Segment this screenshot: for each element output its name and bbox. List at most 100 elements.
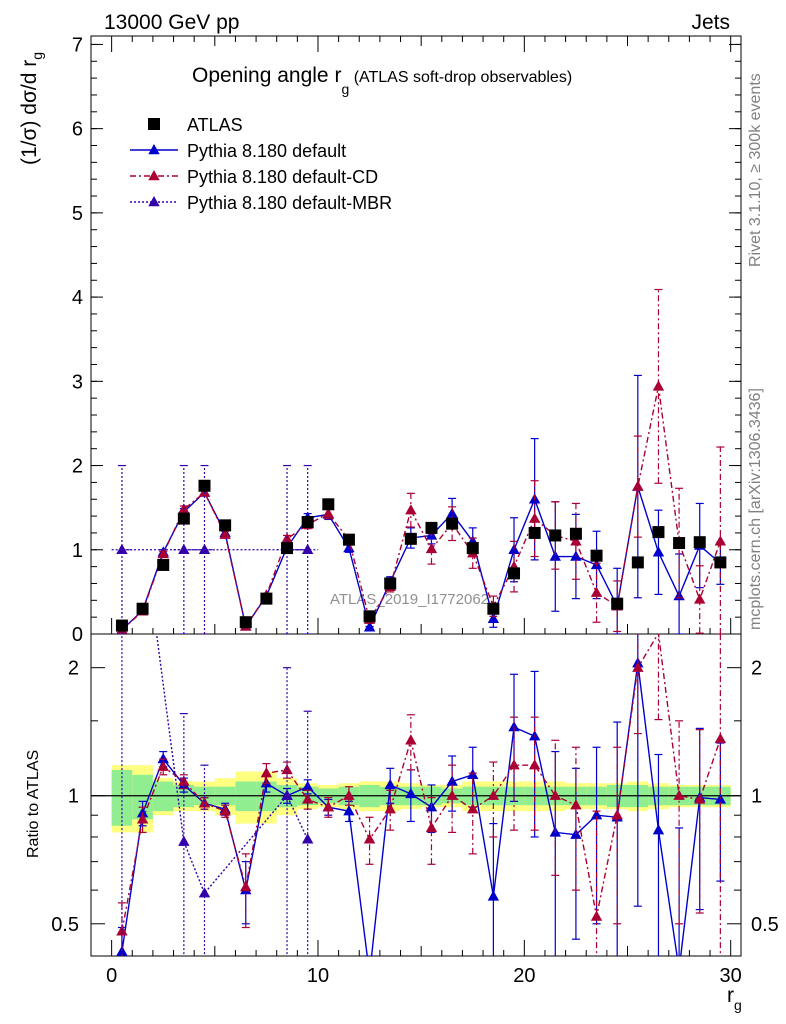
ratio-marker-cd xyxy=(446,789,458,800)
y-tick-label-main: 2 xyxy=(72,456,83,478)
y-tick-label-ratio-right: 1 xyxy=(751,786,762,808)
legend-marker-triangle xyxy=(148,196,160,207)
legend-label: Pythia 8.180 default xyxy=(187,141,346,161)
data-point-atlas xyxy=(673,537,686,550)
marker-cd xyxy=(632,480,644,491)
marker-cd xyxy=(425,542,438,554)
marker-default xyxy=(549,550,561,561)
ratio-line-cd xyxy=(121,634,722,932)
ratio-line-default xyxy=(121,663,721,956)
data-point-atlas xyxy=(157,558,170,571)
y-tick-label-ratio-right: 2 xyxy=(751,658,762,680)
legend-marker-square xyxy=(148,118,160,130)
data-point-atlas xyxy=(652,526,665,539)
marker-cd xyxy=(694,593,706,604)
y-axis-label-main-text: (1/σ) dσ/d r xyxy=(18,60,41,165)
data-point-atlas xyxy=(466,542,479,555)
chart-title: Opening angle rg (ATLAS soft-drop observ… xyxy=(192,64,572,97)
side-label-rivet: Rivet 3.1.10, ≥ 300k events xyxy=(747,73,764,267)
legend: ATLAS Pythia 8.180 default Pythia 8.180 de… xyxy=(130,115,392,213)
data-point-atlas xyxy=(239,616,252,629)
y-axis-label-ratio: Ratio to ATLAS xyxy=(25,750,42,858)
marker-default xyxy=(652,546,665,557)
marker-cd xyxy=(528,512,541,523)
data-point-atlas xyxy=(115,619,128,632)
data-point-atlas xyxy=(714,556,727,569)
y-tick-label-main: 7 xyxy=(72,34,83,56)
legend-item: Pythia 8.180 default xyxy=(130,141,346,161)
header-left: 13000 GeV pp xyxy=(104,11,239,34)
y-tick-label-main: 0 xyxy=(72,624,83,646)
y-tick-label-main: 6 xyxy=(72,119,83,141)
header-right: Jets xyxy=(691,11,730,34)
data-point-atlas xyxy=(528,526,541,539)
ratio-marker-cd xyxy=(157,760,169,771)
x-tick-label: 20 xyxy=(513,965,535,987)
x-tick-label: 0 xyxy=(106,965,117,987)
data-point-atlas xyxy=(425,521,438,534)
ratio-marker-cd xyxy=(487,789,500,800)
marker-default xyxy=(363,621,376,632)
y-tick-label-ratio-right: 0.5 xyxy=(751,914,779,936)
marker-cd xyxy=(570,535,582,546)
marker-default xyxy=(446,507,458,518)
ratio-marker-cd xyxy=(363,833,376,844)
ratio-marker-cd xyxy=(611,809,623,820)
y-axis-label-main: (1/σ) dσ/d rg xyxy=(18,52,45,165)
ratio-marker-mbr xyxy=(281,789,293,800)
data-point-atlas xyxy=(487,602,500,615)
ratio-marker-default xyxy=(487,890,500,901)
ratio-marker-cd xyxy=(632,661,644,672)
ratio-marker-cd xyxy=(590,910,603,921)
marker-cd xyxy=(590,586,603,597)
data-point-atlas xyxy=(590,549,603,562)
data-point-atlas xyxy=(260,592,273,605)
ratio-marker-default xyxy=(157,752,169,764)
legend-item: ATLAS xyxy=(148,115,243,135)
error-bar-cd xyxy=(633,435,642,538)
ratio-marker-mbr xyxy=(178,835,190,846)
marker-default xyxy=(487,612,500,624)
ratio-marker-cd xyxy=(322,801,335,812)
chart-title-main: Opening angle r xyxy=(192,64,341,87)
legend-label: ATLAS xyxy=(187,115,243,135)
ratio-frame xyxy=(90,633,742,957)
marker-mbr xyxy=(198,543,211,554)
y-tick-label-ratio: 0.5 xyxy=(51,914,79,936)
ratio-marker-cd xyxy=(301,793,314,804)
marker-mbr xyxy=(301,543,314,554)
x-tick-label: 30 xyxy=(720,965,742,987)
ratio-marker-cd xyxy=(384,803,396,814)
ratio-marker-default xyxy=(405,787,417,799)
data-point-atlas xyxy=(549,529,562,542)
ratio-marker-cd xyxy=(260,767,273,778)
legend-marker-triangle xyxy=(148,144,160,155)
data-point-atlas xyxy=(384,577,397,590)
ratio-marker-cd xyxy=(673,789,685,800)
ratio-panel-marks xyxy=(91,634,741,956)
marker-cd xyxy=(219,528,231,539)
data-point-atlas xyxy=(404,532,417,545)
ratio-marker-default xyxy=(590,809,603,820)
side-label-mcplots: mcplots.cern.ch [arXiv:1306.3436] xyxy=(747,388,764,630)
data-point-atlas xyxy=(363,610,376,623)
x-axis-label: rg xyxy=(727,984,742,1013)
ratio-marker-cd xyxy=(136,813,149,824)
marker-mbr xyxy=(178,543,190,554)
ratio-marker-default xyxy=(384,778,396,790)
watermark: ATLAS_2019_I1772062 xyxy=(330,591,489,608)
error-bar-cd xyxy=(510,540,519,593)
marker-cd xyxy=(714,535,727,546)
error-bar-cd xyxy=(675,487,684,599)
error-bar-cd xyxy=(654,288,663,484)
ratio-marker-default xyxy=(136,807,149,818)
marker-mbr xyxy=(116,543,128,554)
chart-title-suffix: (ATLAS soft-drop observables) xyxy=(349,69,572,86)
ratio-marker-cd xyxy=(570,799,582,810)
ratio-marker-cd xyxy=(467,803,479,814)
data-point-atlas xyxy=(177,512,190,525)
marker-cd xyxy=(405,504,417,515)
data-point-atlas xyxy=(446,517,459,530)
data-point-atlas xyxy=(322,498,335,511)
